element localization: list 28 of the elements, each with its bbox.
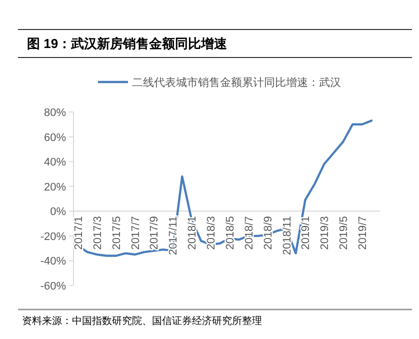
x-tick-label: 2019/3 bbox=[319, 216, 332, 250]
y-tick-label: -60% bbox=[40, 280, 66, 292]
y-tick-label: 0% bbox=[50, 206, 66, 218]
chart-title: 图 19：武汉新房销售金额同比增速 bbox=[27, 36, 228, 51]
y-tick-label: 60% bbox=[44, 132, 66, 144]
x-tick-label: 2018/5 bbox=[224, 216, 236, 250]
x-tick-label: 2017/11 bbox=[168, 216, 180, 256]
x-tick-label: 2019/5 bbox=[338, 216, 350, 250]
legend: 二线代表城市销售金额累计同比增速：武汉 bbox=[98, 77, 341, 89]
x-tick-label: 2018/1 bbox=[186, 216, 199, 250]
x-tick-label: 2017/7 bbox=[130, 216, 142, 250]
x-tick-label: 2017/9 bbox=[148, 216, 161, 250]
x-tick-label: 2018/11 bbox=[281, 216, 294, 256]
x-tick-label: 2019/1 bbox=[300, 216, 312, 250]
y-tick-label: 20% bbox=[44, 181, 66, 194]
x-tick-label: 2018/7 bbox=[243, 216, 256, 250]
x-tick-label: 2019/7 bbox=[357, 216, 370, 250]
y-tick-label: 40% bbox=[44, 156, 66, 169]
legend-label: 二线代表城市销售金额累计同比增速：武汉 bbox=[132, 76, 341, 89]
text: 资料来源：中国指数研究院、国信证券经济研究所整理 bbox=[22, 315, 262, 327]
y-tick-label: -20% bbox=[40, 230, 66, 243]
x-tick-label: 2017/5 bbox=[110, 216, 123, 250]
y-tick-label: 80% bbox=[44, 107, 66, 119]
y-tick-label: -40% bbox=[40, 256, 66, 268]
x-tick-label: 2018/3 bbox=[206, 216, 218, 250]
x-tick-label: 2017/3 bbox=[92, 216, 104, 250]
x-tick-label: 2018/9 bbox=[262, 216, 274, 250]
x-tick-label: 2017/1 bbox=[73, 216, 85, 250]
